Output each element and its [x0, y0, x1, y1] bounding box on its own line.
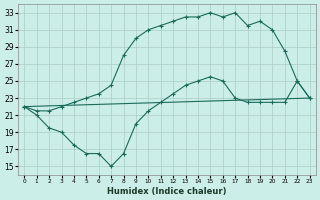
X-axis label: Humidex (Indice chaleur): Humidex (Indice chaleur)	[107, 187, 227, 196]
